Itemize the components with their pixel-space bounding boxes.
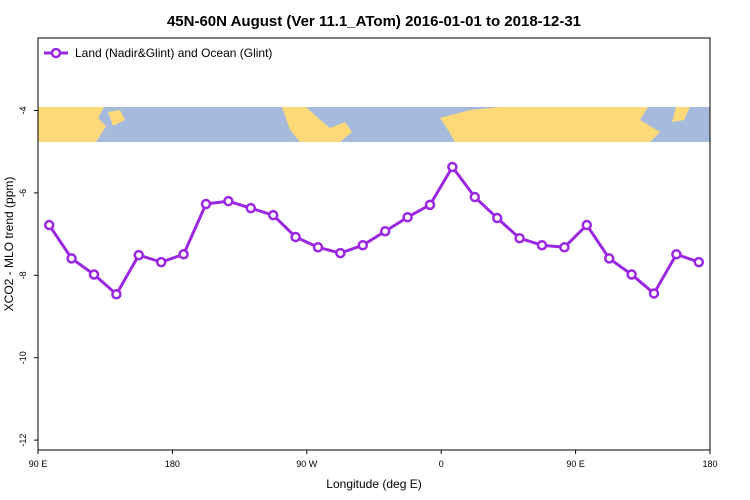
x-axis-label: Longitude (deg E): [326, 477, 421, 491]
data-point: [603, 253, 615, 264]
y-tick-label: -4: [18, 107, 28, 115]
data-point: [357, 239, 369, 251]
data-point: [626, 269, 637, 280]
data-point: [155, 256, 167, 268]
x-tick-label: 90 W: [296, 459, 318, 469]
data-point: [402, 211, 413, 223]
data-point: [671, 249, 682, 260]
x-tick-label: 90 E: [566, 459, 585, 469]
data-point: [514, 232, 525, 244]
data-point: [469, 191, 481, 203]
y-tick-label: -6: [18, 189, 28, 197]
series-line: [47, 165, 700, 296]
y-axis-label: XCO2 - MLO trend (ppm): [2, 177, 16, 312]
legend-marker: [50, 47, 62, 59]
data-point: [379, 225, 391, 237]
y-tick-label: -10: [18, 351, 28, 364]
y-tick-label: -12: [18, 434, 28, 447]
data-point: [581, 219, 593, 231]
data-point: [491, 212, 503, 224]
data-point: [133, 249, 145, 261]
x-tick-label: 180: [165, 459, 180, 469]
plot-frame: [37, 37, 711, 451]
chart-title: 45N-60N August (Ver 11.1_ATom) 2016-01-0…: [167, 13, 581, 30]
data-point: [267, 209, 279, 221]
data-point: [245, 202, 257, 214]
data-point: [693, 256, 705, 268]
data-point: [447, 161, 458, 173]
data-point: [223, 195, 234, 207]
data-point: [536, 239, 548, 251]
data-point: [559, 242, 570, 253]
data-point: [290, 231, 301, 243]
x-tick-label: 180: [702, 459, 717, 469]
data-point: [88, 269, 100, 280]
x-tick-label: 0: [439, 459, 444, 469]
data-point: [312, 242, 324, 253]
data-point: [178, 249, 189, 260]
map-band: [38, 107, 710, 142]
data-point: [66, 253, 77, 264]
legend-label: Land (Nadir&Glint) and Ocean (Glint): [75, 46, 272, 60]
data-point: [43, 219, 55, 231]
x-tick-label: 90 E: [29, 459, 48, 469]
data-point: [111, 289, 122, 300]
data-point: [424, 199, 436, 211]
data-point: [648, 288, 660, 299]
data-point: [200, 198, 212, 210]
y-tick-label: -8: [18, 271, 28, 279]
data-point: [335, 247, 346, 259]
